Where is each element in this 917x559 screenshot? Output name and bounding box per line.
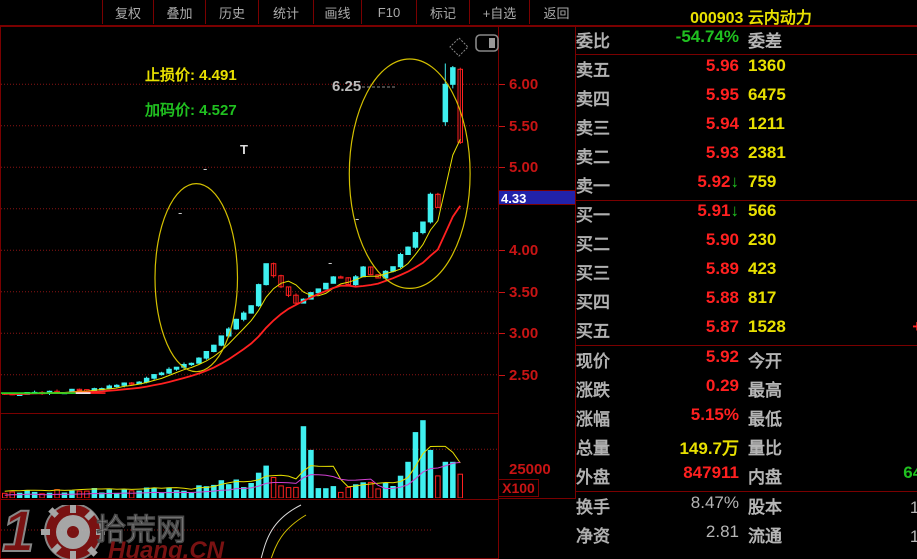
svg-text:1: 1 xyxy=(2,505,34,559)
svg-text:Huang.CN: Huang.CN xyxy=(108,537,225,559)
